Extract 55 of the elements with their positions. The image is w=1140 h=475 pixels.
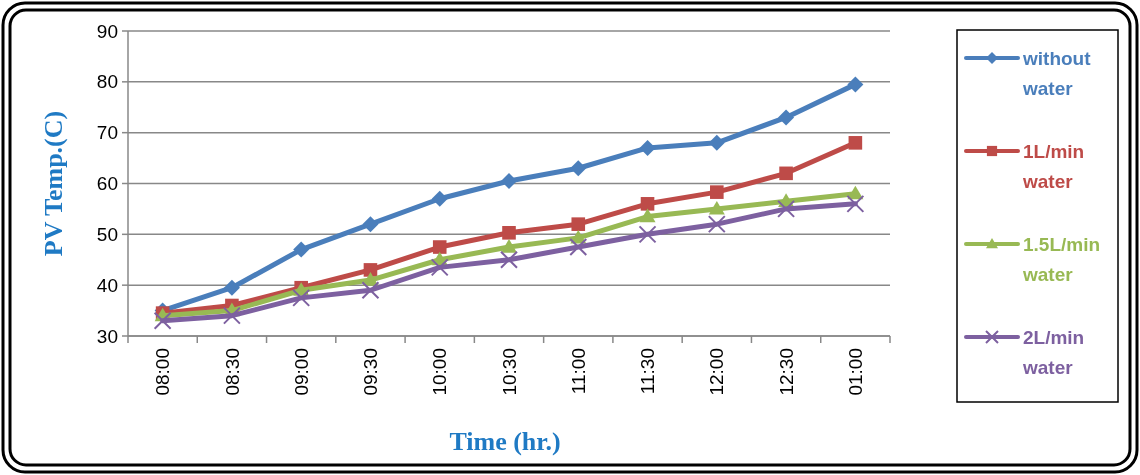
point	[502, 226, 516, 240]
x-tick-label: 08:30	[221, 348, 243, 396]
x-axis-title: Time (hr.)	[449, 427, 561, 456]
point	[710, 185, 724, 199]
point	[223, 279, 240, 296]
point	[638, 225, 657, 244]
x-tick-label: 10:30	[498, 348, 520, 396]
x-tick-label: 09:00	[290, 348, 312, 396]
point	[639, 139, 656, 156]
point	[708, 200, 725, 215]
point	[153, 311, 172, 330]
y-axis-title: PV Temp.(C)	[39, 110, 68, 257]
point	[292, 288, 311, 307]
legend-label: 2L/min water	[1022, 326, 1085, 378]
point	[778, 109, 795, 126]
point	[848, 136, 863, 150]
x-tick-label: 01:00	[845, 348, 867, 396]
point	[707, 215, 726, 234]
legend-label: 1L/min water	[1022, 140, 1085, 192]
y-tick-label: 30	[96, 325, 118, 347]
point	[777, 199, 796, 218]
x-tick-label: 11:00	[567, 348, 589, 395]
y-tick-label: 50	[96, 223, 118, 245]
point	[431, 190, 448, 207]
y-tick-label: 80	[96, 71, 118, 93]
point	[501, 172, 517, 189]
y-tick-label: 90	[96, 20, 118, 42]
point	[571, 217, 586, 231]
x-tick-label: 08:00	[152, 348, 174, 396]
point	[779, 166, 793, 181]
point	[432, 240, 447, 254]
point	[639, 208, 656, 223]
point	[500, 250, 518, 269]
point	[362, 216, 379, 233]
y-tick-label: 40	[96, 274, 118, 296]
point	[847, 76, 864, 93]
x-tick-label: 12:00	[706, 348, 728, 396]
legend-label: 1.5L/min water	[1022, 233, 1101, 285]
x-tick-label: 12:30	[775, 348, 797, 396]
point	[501, 239, 517, 253]
x-tick-label: 09:30	[360, 348, 382, 396]
point	[708, 134, 725, 151]
point	[293, 241, 310, 258]
point	[569, 238, 588, 257]
point	[430, 258, 449, 277]
x-tick-label: 11:30	[637, 348, 659, 395]
point	[846, 194, 865, 213]
point	[570, 160, 587, 177]
point	[222, 306, 241, 325]
point	[640, 197, 655, 211]
point	[361, 281, 380, 300]
y-tick-label: 70	[96, 122, 118, 144]
legend-label: without water	[1022, 47, 1092, 99]
y-tick-label: 60	[96, 173, 118, 195]
x-tick-label: 10:00	[429, 348, 451, 396]
